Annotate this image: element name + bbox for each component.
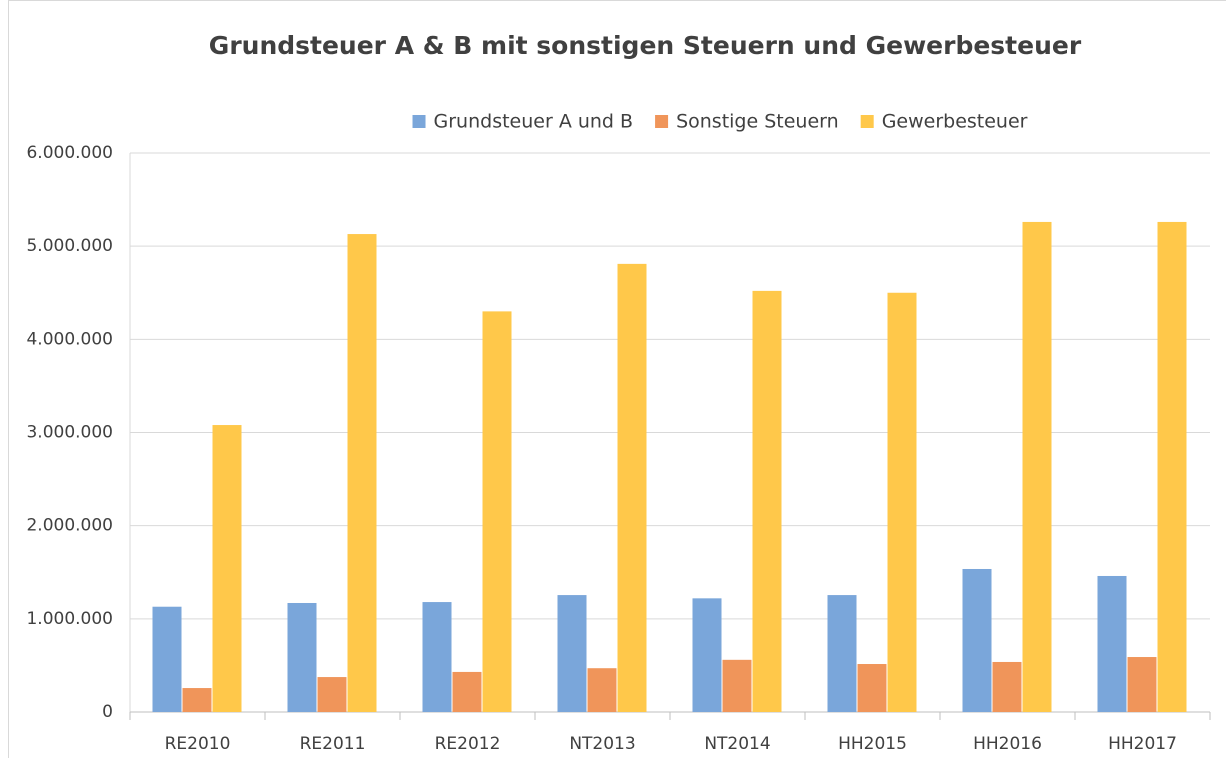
- bar: [587, 668, 617, 712]
- legend-swatch: [412, 115, 426, 128]
- bar: [887, 292, 917, 712]
- bar: [482, 311, 512, 712]
- bar: [1022, 221, 1052, 712]
- bar: [182, 688, 212, 712]
- bar: [317, 677, 347, 712]
- x-tick-label: HH2017: [1108, 734, 1177, 754]
- y-tick-label: 2.000.000: [26, 516, 113, 536]
- bar: [752, 290, 782, 712]
- bar: [722, 659, 752, 712]
- legend-label: Grundsteuer A und B: [434, 111, 634, 133]
- bar: [347, 234, 377, 712]
- x-tick-label: HH2016: [973, 734, 1042, 754]
- legend-swatch: [655, 115, 669, 128]
- x-tick-label: RE2010: [165, 734, 231, 754]
- x-tick-label: RE2012: [435, 734, 501, 754]
- bar: [962, 568, 992, 712]
- y-tick-label: 3.000.000: [26, 423, 113, 443]
- bar: [1127, 657, 1157, 712]
- bar: [152, 606, 182, 712]
- bar: [617, 263, 647, 712]
- legend-label: Sonstige Steuern: [676, 111, 839, 133]
- x-tick-label: RE2011: [300, 734, 366, 754]
- bar: [992, 661, 1022, 712]
- bar: [1097, 575, 1127, 712]
- legend-label: Gewerbesteuer: [882, 111, 1028, 133]
- bar: [452, 671, 482, 712]
- bar: [287, 602, 317, 712]
- chart-title: Grundsteuer A & B mit sonstigen Steuern …: [209, 31, 1082, 60]
- x-tick-label: NT2014: [704, 734, 770, 754]
- x-tick-label: HH2015: [838, 734, 907, 754]
- bar: [1157, 221, 1187, 712]
- bar: [212, 425, 242, 712]
- bar: [857, 664, 887, 712]
- y-tick-label: 0: [102, 702, 113, 722]
- y-tick-label: 4.000.000: [26, 329, 113, 349]
- y-tick-label: 6.000.000: [26, 143, 113, 163]
- y-tick-label: 5.000.000: [26, 236, 113, 256]
- bar: [827, 595, 857, 712]
- legend-swatch: [860, 115, 874, 128]
- bar: [422, 602, 452, 712]
- bar: [557, 595, 587, 712]
- x-tick-label: NT2013: [569, 734, 635, 754]
- y-tick-label: 1.000.000: [26, 609, 113, 629]
- bar: [692, 598, 722, 712]
